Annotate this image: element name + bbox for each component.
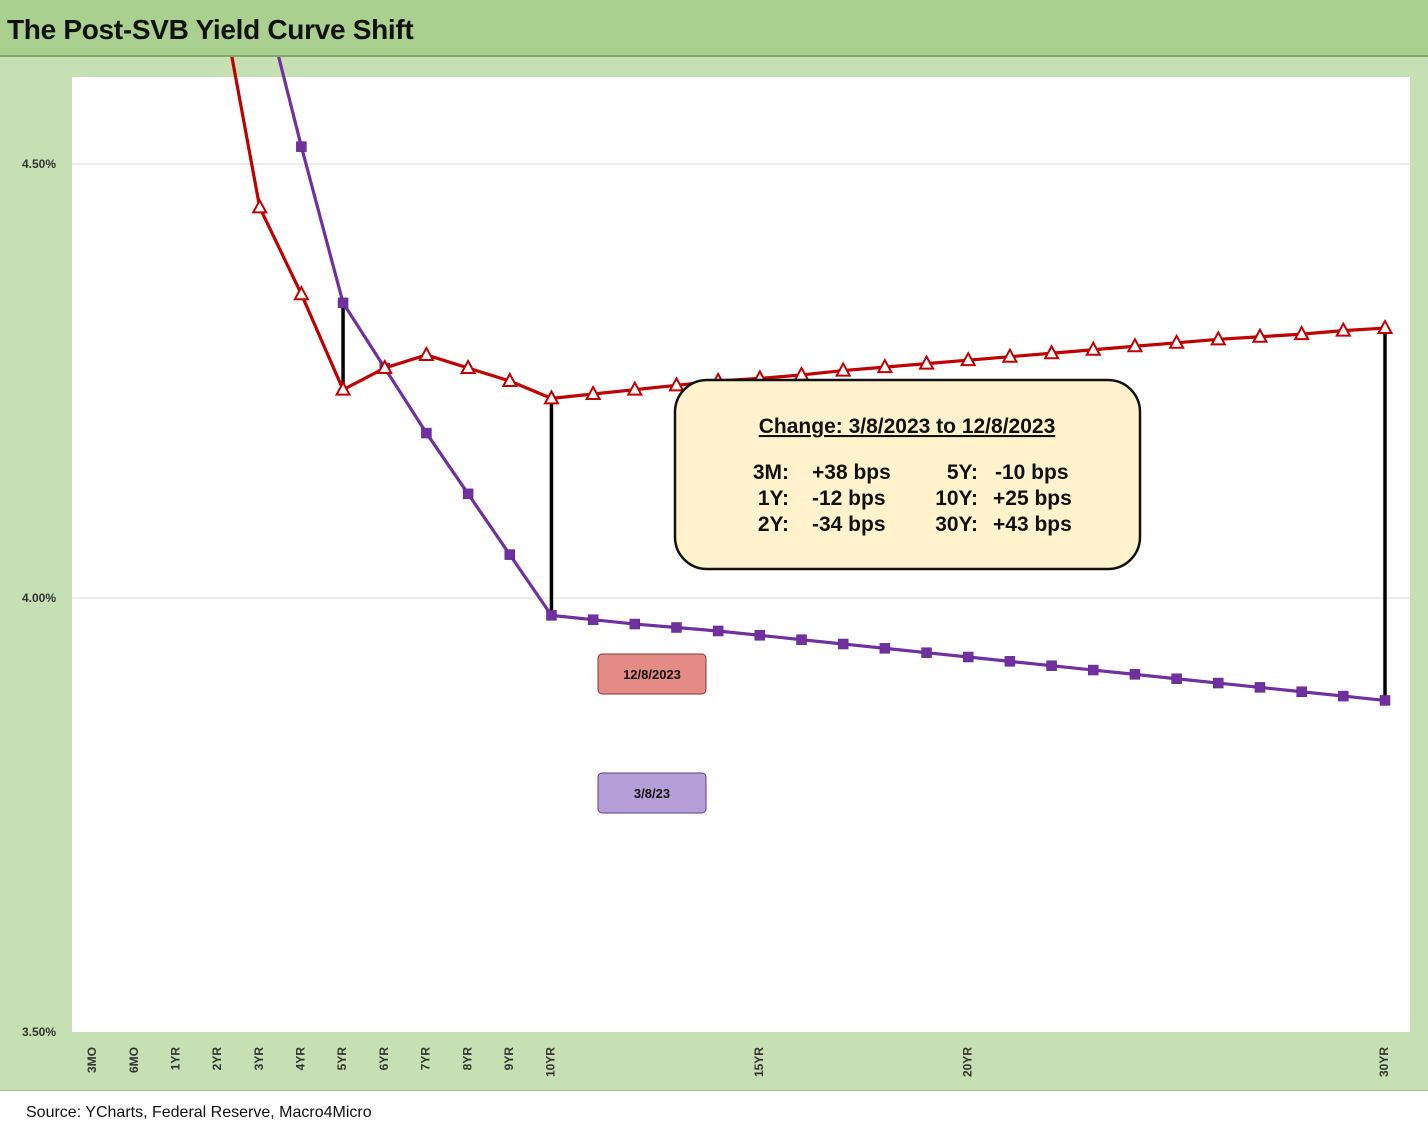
x-tick-label: 6MO — [127, 1047, 141, 1073]
annotation-value: +43 bps — [993, 513, 1072, 536]
annotation-key: 5Y: — [947, 461, 978, 484]
point-mar — [1046, 660, 1057, 671]
x-tick-label: 7YR — [419, 1047, 433, 1071]
point-dec — [1001, 347, 1019, 363]
point-mar — [1379, 695, 1391, 706]
change-annotation-box: Change: 3/8/2023 to 12/8/2023 3M: +38 bp… — [673, 378, 1142, 571]
annotation-heading: Change: 3/8/2023 to 12/8/2023 — [759, 415, 1056, 438]
x-tick-label: 4YR — [294, 1047, 308, 1071]
point-dec — [1085, 340, 1102, 356]
y-tick-label: 3.50% — [22, 1025, 56, 1039]
point-mar — [1171, 673, 1182, 684]
point-dec — [1043, 344, 1060, 360]
x-tick-label: 9YR — [502, 1047, 516, 1071]
yield-curve-chart: 3.50%4.00%4.50%5.00%5.50% 3MO6MO1YR2YR3Y… — [22, 0, 1410, 1077]
x-tick-label: 5YR — [335, 1047, 349, 1071]
point-dec — [1335, 321, 1352, 337]
point-dec — [918, 354, 935, 370]
series-label-mar-text: 3/8/23 — [634, 786, 670, 801]
point-dec — [251, 198, 268, 214]
x-tick-label: 15YR — [752, 1047, 766, 1077]
series-label-mar: 3/8/23 — [597, 772, 707, 814]
point-dec — [376, 358, 393, 374]
chart-panel: 3.50%4.00%4.50%5.00%5.50% 3MO6MO1YR2YR3Y… — [0, 0, 1428, 1090]
point-mar — [837, 638, 849, 650]
annotation-key: 3M: — [753, 461, 789, 484]
point-dec — [876, 358, 894, 374]
point-dec — [1293, 325, 1310, 341]
point-mar — [504, 549, 516, 560]
series-label-dec: 12/8/2023 — [597, 653, 707, 695]
title-bar: The Post-SVB Yield Curve Shift — [0, 0, 1428, 57]
point-dec — [626, 380, 643, 396]
point-dec — [1168, 333, 1185, 349]
point-dec — [1126, 337, 1144, 353]
point-mar — [921, 647, 932, 658]
annotation-key: 30Y: — [935, 513, 978, 536]
point-dec — [960, 351, 977, 367]
series-label-dec-text: 12/8/2023 — [623, 667, 681, 682]
point-dec — [1251, 327, 1269, 343]
point-mar — [337, 297, 349, 309]
point-mar — [296, 141, 307, 152]
point-mar — [754, 630, 766, 641]
point-mar — [1338, 690, 1349, 702]
point-mar — [587, 614, 599, 625]
x-tick-label: 3MO — [85, 1047, 99, 1073]
point-mar — [1004, 656, 1016, 667]
point-dec — [835, 361, 852, 377]
annotation-value: +38 bps — [812, 461, 891, 484]
point-dec — [1376, 318, 1394, 335]
point-dec — [418, 345, 435, 361]
x-tick-label: 3YR — [252, 1047, 266, 1071]
annotation-value: -34 bps — [812, 513, 886, 536]
series-line-mar — [262, 0, 1386, 703]
y-tick-label: 4.00% — [22, 591, 56, 605]
point-mar — [712, 625, 724, 637]
point-mar — [879, 643, 891, 654]
point-dec — [334, 380, 352, 396]
annotation-value: -12 bps — [812, 487, 886, 510]
point-mar — [421, 427, 432, 439]
x-tick-label: 30YR — [1377, 1047, 1391, 1077]
point-mar — [1129, 669, 1141, 680]
annotation-key: 2Y: — [758, 513, 789, 536]
source-note: Source: YCharts, Federal Reserve, Macro4… — [26, 1104, 372, 1121]
point-mar — [462, 488, 474, 500]
point-dec — [543, 389, 560, 405]
x-tick-label: 2YR — [210, 1047, 224, 1071]
point-mar — [1296, 686, 1307, 697]
x-tick-label: 1YR — [169, 1047, 183, 1071]
point-mar — [1088, 664, 1099, 676]
chart-title: The Post-SVB Yield Curve Shift — [7, 14, 414, 45]
point-mar — [629, 618, 641, 630]
point-dec — [1210, 330, 1227, 346]
annotation-key: 10Y: — [935, 487, 978, 510]
point-mar — [1213, 677, 1224, 689]
point-dec — [501, 371, 518, 387]
point-mar — [796, 634, 807, 645]
x-tick-label: 20YR — [960, 1047, 974, 1077]
annotation-key: 1Y: — [758, 487, 789, 510]
annotation-value: +25 bps — [993, 487, 1072, 510]
x-tick-label: 8YR — [460, 1047, 474, 1071]
source-bar: Source: YCharts, Federal Reserve, Macro4… — [0, 1090, 1428, 1133]
point-dec — [293, 285, 310, 301]
point-mar — [962, 651, 974, 663]
point-mar — [546, 610, 557, 621]
y-tick-label: 4.50% — [22, 157, 56, 171]
annotation-value: -10 bps — [995, 461, 1069, 484]
point-dec — [668, 376, 685, 392]
point-dec — [459, 358, 477, 374]
point-dec — [584, 384, 602, 401]
x-tick-label: 6YR — [377, 1047, 391, 1071]
point-mar — [671, 622, 682, 633]
point-mar — [1254, 682, 1266, 693]
x-tick-label: 10YR — [544, 1047, 558, 1077]
